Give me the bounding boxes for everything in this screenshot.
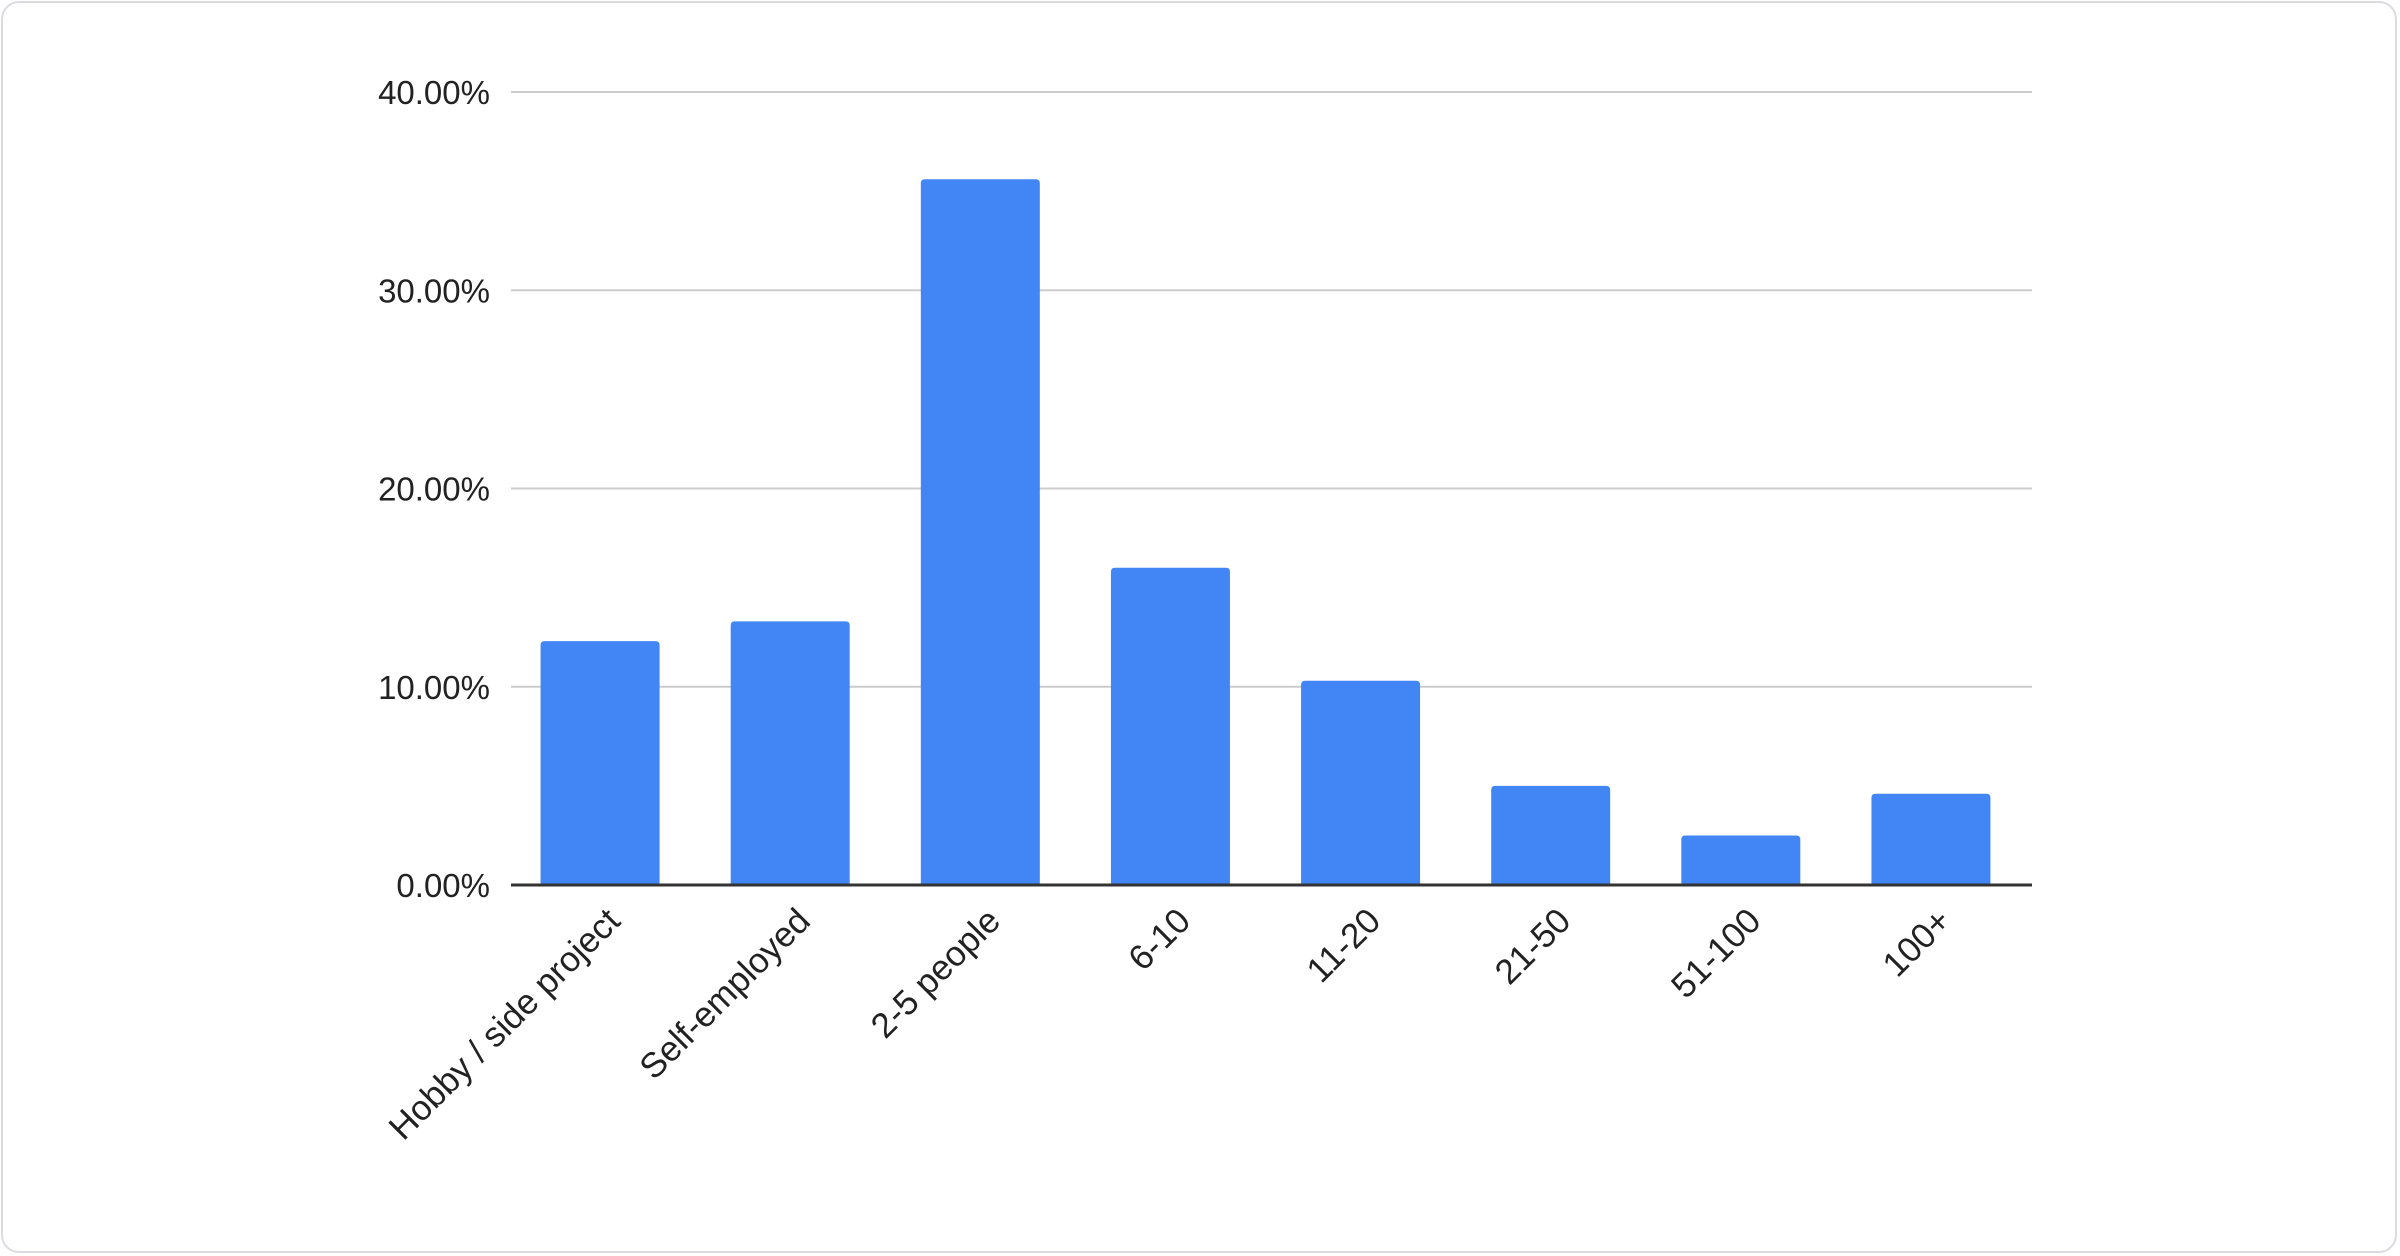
y-tick-label: 0.00% — [396, 867, 490, 904]
bar — [920, 179, 1040, 886]
x-tick-label: 2-5 people — [863, 901, 1008, 1046]
x-tick-label: 100+ — [1875, 901, 1958, 984]
y-tick-label: 10.00% — [378, 669, 490, 706]
x-tick-label: 11-20 — [1299, 901, 1388, 990]
y-tick-label: 40.00% — [378, 74, 490, 111]
bar — [540, 641, 660, 885]
x-tick-label: Hobby / side project — [381, 901, 627, 1147]
bar — [1301, 680, 1421, 885]
x-tick-label: 21-50 — [1487, 901, 1578, 992]
bar — [1491, 785, 1611, 885]
y-tick-label: 20.00% — [378, 471, 490, 508]
bar — [730, 621, 850, 885]
bar — [1110, 567, 1230, 885]
x-tick-label: 6-10 — [1121, 901, 1198, 978]
y-tick-label: 30.00% — [378, 272, 490, 309]
bar — [1681, 835, 1801, 885]
x-tick-label: 51-100 — [1664, 901, 1769, 1006]
bar — [1871, 793, 1991, 885]
x-tick-label: Self-employed — [632, 901, 818, 1087]
